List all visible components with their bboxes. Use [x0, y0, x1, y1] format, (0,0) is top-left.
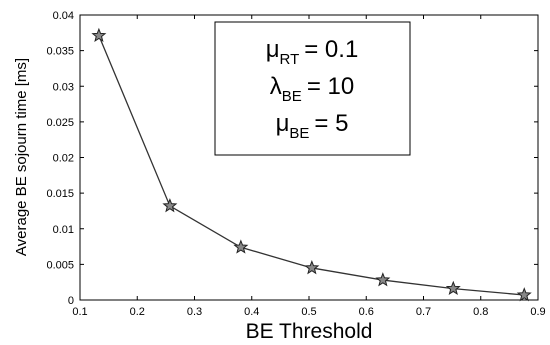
y-tick-label: 0.02 — [53, 153, 74, 165]
annotation-box: μRT = 0.1 λBE = 10 μBE = 5 — [214, 21, 411, 156]
data-point — [162, 198, 178, 213]
annotation-line-3: μBE = 5 — [276, 110, 349, 142]
y-tick-label: 0.04 — [53, 10, 74, 22]
y-axis-label: Average BE sojourn time [ms] — [13, 58, 30, 256]
y-tick-label: 0.01 — [53, 224, 74, 236]
annotation-line-1: μRT = 0.1 — [266, 36, 359, 68]
y-tick-label: 0.035 — [46, 46, 74, 58]
data-point — [375, 272, 391, 287]
y-axis: 0 0.005 0.01 0.015 0.02 0.025 0.03 0.035 0.04 — [46, 10, 538, 307]
x-tick-label: 0.9 — [530, 306, 545, 318]
y-tick-label: 0 — [68, 295, 74, 307]
data-point — [516, 287, 532, 302]
x-tick-label: 0.3 — [187, 306, 202, 318]
x-tick-label: 0.4 — [244, 306, 259, 318]
y-tick-label: 0.015 — [46, 188, 74, 200]
x-tick-label: 0.6 — [359, 306, 374, 318]
x-tick-label: 0.7 — [416, 306, 431, 318]
x-tick-label: 0.5 — [301, 306, 316, 318]
annotation-line-2: λBE = 10 — [270, 73, 354, 105]
data-point — [91, 27, 107, 43]
data-point — [445, 280, 461, 295]
series-layer — [91, 27, 532, 302]
annotation-frame — [214, 21, 411, 156]
x-tick-label: 0.2 — [130, 306, 145, 318]
data-point — [304, 260, 320, 275]
y-tick-label: 0.005 — [46, 259, 74, 271]
x-tick-label: 0.1 — [72, 306, 87, 318]
x-axis: 0.1 0.2 0.3 0.4 0.5 0.6 0.7 0.8 0.9 — [72, 15, 546, 318]
data-point — [233, 239, 249, 254]
y-tick-label: 0.03 — [53, 81, 74, 93]
x-axis-label: BE Threshold — [246, 320, 373, 343]
x-tick-label: 0.8 — [473, 306, 488, 318]
y-tick-label: 0.025 — [46, 117, 74, 129]
